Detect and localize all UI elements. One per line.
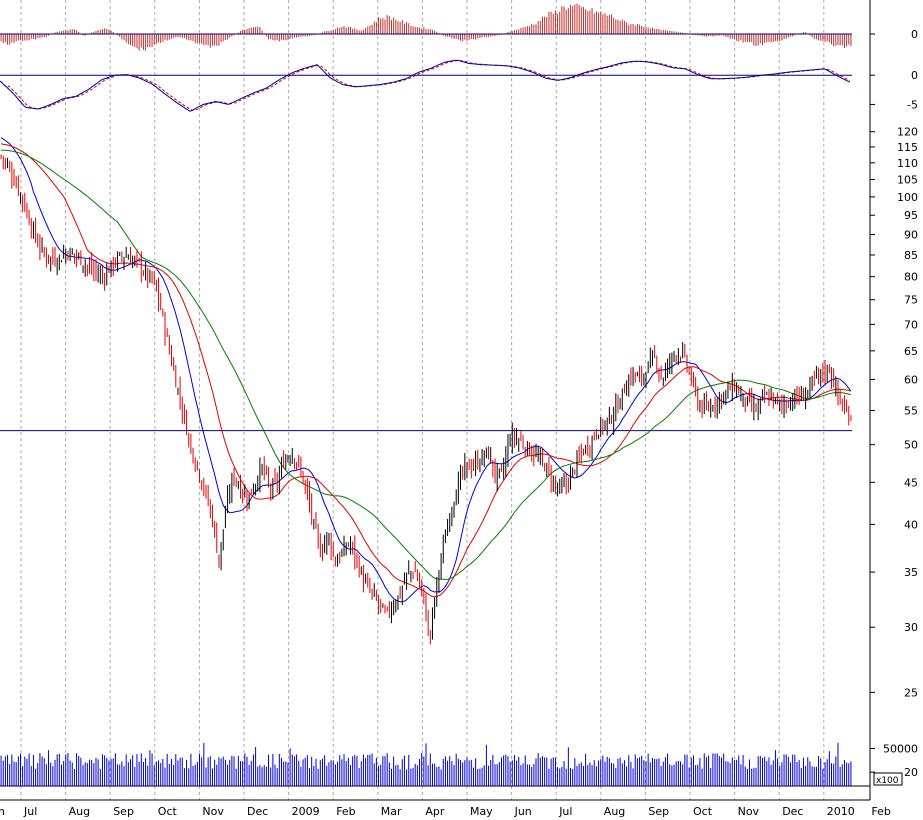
month-label: Aug: [69, 805, 90, 818]
price-tick-label: 50: [904, 439, 918, 452]
month-label: Oct: [693, 805, 713, 818]
month-label: Aug: [604, 805, 625, 818]
volume-multiplier-label: x100: [876, 776, 899, 786]
month-label: Nov: [738, 805, 760, 818]
price-tick-label: 35: [904, 566, 918, 579]
price-tick-label: 45: [904, 476, 918, 489]
month-label: May: [470, 805, 493, 818]
month-label: Jun: [514, 805, 532, 818]
price-tick-label: 20: [904, 766, 918, 779]
price-tick-label: 90: [904, 229, 918, 242]
price-tick-label: 70: [904, 318, 918, 331]
month-label: Feb: [871, 805, 890, 818]
month-label: Jul: [558, 805, 572, 818]
ma-mid-line: [1, 143, 851, 598]
month-label: Feb: [336, 805, 355, 818]
month-label: Dec: [782, 805, 803, 818]
price-tick-label: 65: [904, 345, 918, 358]
oscillator-signal-line: [0, 59, 851, 111]
month-gridlines: [20, 0, 825, 800]
oscillator-tick-label: -5: [907, 98, 918, 111]
month-label: Nov: [202, 805, 224, 818]
volume-tick-label: 50000: [883, 743, 918, 756]
price-tick-label: 30: [904, 621, 918, 634]
momentum-tick-label: 0: [911, 28, 918, 41]
price-tick-label: 80: [904, 271, 918, 284]
price-tick-label: 95: [904, 209, 918, 222]
price-tick-label: 120: [897, 126, 918, 139]
volume-multiplier-box: [873, 772, 903, 786]
price-tick-label: 60: [904, 373, 918, 386]
ma-fast-line: [0, 137, 852, 603]
momentum-panel: [0, 3, 852, 51]
month-label: Apr: [425, 805, 445, 818]
month-label: Dec: [247, 805, 268, 818]
ma-slow-line: [1, 149, 852, 580]
month-label: Sep: [113, 805, 134, 818]
month-label: n: [0, 805, 5, 818]
volume-panel: [0, 742, 870, 787]
month-label: Jul: [23, 805, 37, 818]
month-label: 2009: [292, 805, 320, 818]
month-label: Sep: [648, 805, 669, 818]
price-tick-label: 55: [904, 405, 918, 418]
price-tick-label: 75: [904, 294, 918, 307]
oscillator-panel: [0, 59, 852, 112]
month-label: Oct: [158, 805, 178, 818]
month-label: 2010: [827, 805, 855, 818]
price-tick-label: 105: [897, 173, 918, 186]
price-tick-label: 110: [897, 157, 918, 170]
price-tick-label: 25: [904, 686, 918, 699]
price-tick-label: 100: [897, 191, 918, 204]
price-tick-label: 115: [897, 141, 918, 154]
price-tick-label: 85: [904, 249, 918, 262]
month-label: Mar: [381, 805, 402, 818]
price-tick-label: 40: [904, 518, 918, 531]
price-panel: [0, 137, 852, 645]
oscillator-line: [0, 59, 851, 112]
oscillator-tick-label: 0: [911, 69, 918, 82]
